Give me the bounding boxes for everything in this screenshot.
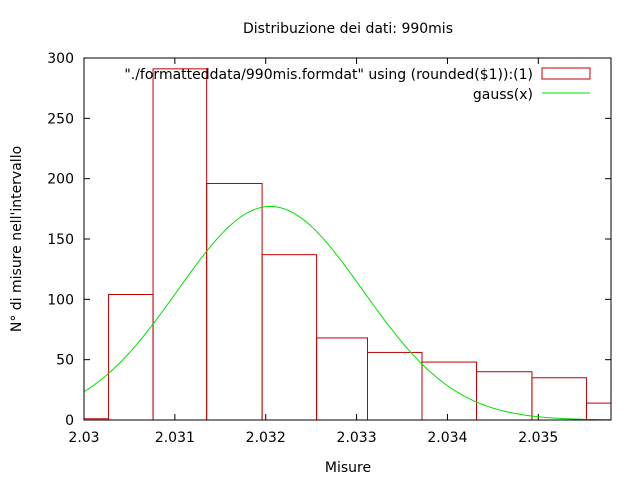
histogram-bars <box>84 68 611 420</box>
y-tick-label: 150 <box>47 232 74 248</box>
histogram-bar <box>366 351 423 420</box>
legend: "./formatteddata/990mis.formdat" using (… <box>124 67 591 103</box>
x-tick-label: 2.03 <box>68 430 99 446</box>
x-tick-label: 2.034 <box>427 430 467 446</box>
legend-swatch-histogram <box>541 67 591 80</box>
x-tick-label: 2.035 <box>518 430 558 446</box>
legend-label-histogram: "./formatteddata/990mis.formdat" using (… <box>124 67 533 83</box>
y-axis-label: N° di misure nell'intervallo <box>9 146 25 332</box>
histogram-bar <box>261 254 318 420</box>
legend-label-gauss: gauss(x) <box>473 87 533 103</box>
y-ticks: 0 50 100 150 200 250 300 <box>47 51 611 429</box>
histogram-bar <box>531 377 587 420</box>
histogram-bar <box>316 337 368 420</box>
histogram-bar <box>108 294 154 420</box>
x-axis-label: Misure <box>325 460 371 476</box>
histogram-bar <box>585 402 611 420</box>
y-tick-label: 100 <box>47 292 74 308</box>
y-tick-label: 50 <box>56 353 74 369</box>
y-tick-label: 0 <box>65 413 74 429</box>
histogram-bar <box>206 182 263 420</box>
plot-frame <box>83 57 612 421</box>
x-tick-label: 2.033 <box>337 430 377 446</box>
gauss-curve <box>84 205 611 420</box>
x-ticks: 2.03 2.031 2.032 2.033 2.034 2.035 <box>68 58 558 446</box>
chart-title: Distribuzione dei dati: 990mis <box>243 21 453 37</box>
x-tick-label: 2.031 <box>155 430 195 446</box>
histogram-bar <box>476 371 533 420</box>
histogram-bar <box>152 68 208 420</box>
y-tick-label: 250 <box>47 111 74 127</box>
histogram-bar <box>421 361 478 420</box>
y-tick-label: 300 <box>47 51 74 67</box>
y-tick-label: 200 <box>47 172 74 188</box>
x-tick-label: 2.032 <box>246 430 286 446</box>
